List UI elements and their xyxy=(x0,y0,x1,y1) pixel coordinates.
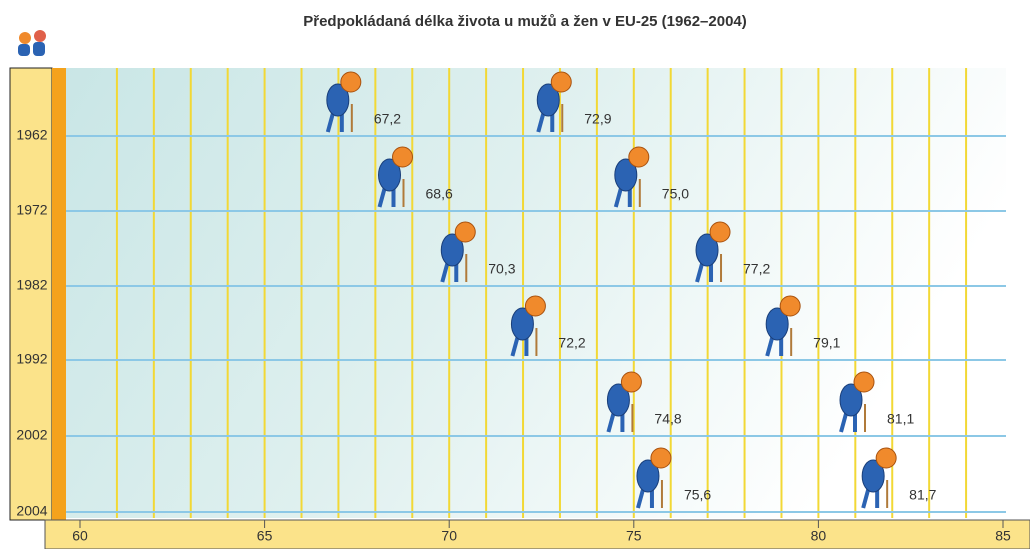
x-tick-label: 85 xyxy=(995,528,1011,544)
person-marker xyxy=(536,71,572,133)
value-label: 81,1 xyxy=(887,411,914,427)
value-label: 79,1 xyxy=(813,335,840,351)
value-label: 77,2 xyxy=(743,261,770,277)
value-label: 74,8 xyxy=(654,411,681,427)
x-tick-label: 65 xyxy=(257,528,273,544)
value-label: 67,2 xyxy=(374,111,401,127)
y-tick-label: 1982 xyxy=(16,277,47,293)
chart-title: Předpokládaná délka života u mužů a žen … xyxy=(303,13,747,30)
y-tick-label: 2002 xyxy=(16,427,47,443)
y-tick-label: 2004 xyxy=(16,503,47,519)
value-label: 75,0 xyxy=(662,186,689,202)
value-label: 81,7 xyxy=(909,487,936,503)
y-tick-label: 1962 xyxy=(16,127,47,143)
person-marker xyxy=(377,146,414,208)
x-tick-label: 75 xyxy=(626,528,642,544)
value-label: 72,9 xyxy=(584,111,611,127)
value-band xyxy=(44,519,1030,550)
person-marker xyxy=(861,447,897,509)
person-marker xyxy=(440,221,476,283)
value-label: 75,6 xyxy=(684,487,711,503)
person-marker xyxy=(613,146,650,208)
x-tick-label: 60 xyxy=(72,528,88,544)
person-marker xyxy=(510,295,546,357)
corner-icon xyxy=(18,30,46,56)
category-band xyxy=(9,67,53,521)
person-marker xyxy=(325,71,362,133)
value-label: 72,2 xyxy=(558,335,585,351)
y-tick-label: 1992 xyxy=(16,351,47,367)
value-label: 70,3 xyxy=(488,261,515,277)
x-tick-label: 80 xyxy=(811,528,827,544)
x-tick-label: 70 xyxy=(441,528,457,544)
category-stripe xyxy=(52,68,66,520)
person-marker xyxy=(765,295,801,357)
y-tick-label: 1972 xyxy=(16,202,47,218)
plot-background xyxy=(66,68,1006,518)
person-marker xyxy=(636,447,672,509)
person-marker xyxy=(695,221,731,283)
person-marker xyxy=(606,371,642,433)
value-label: 68,6 xyxy=(426,186,453,202)
person-marker xyxy=(839,371,875,433)
